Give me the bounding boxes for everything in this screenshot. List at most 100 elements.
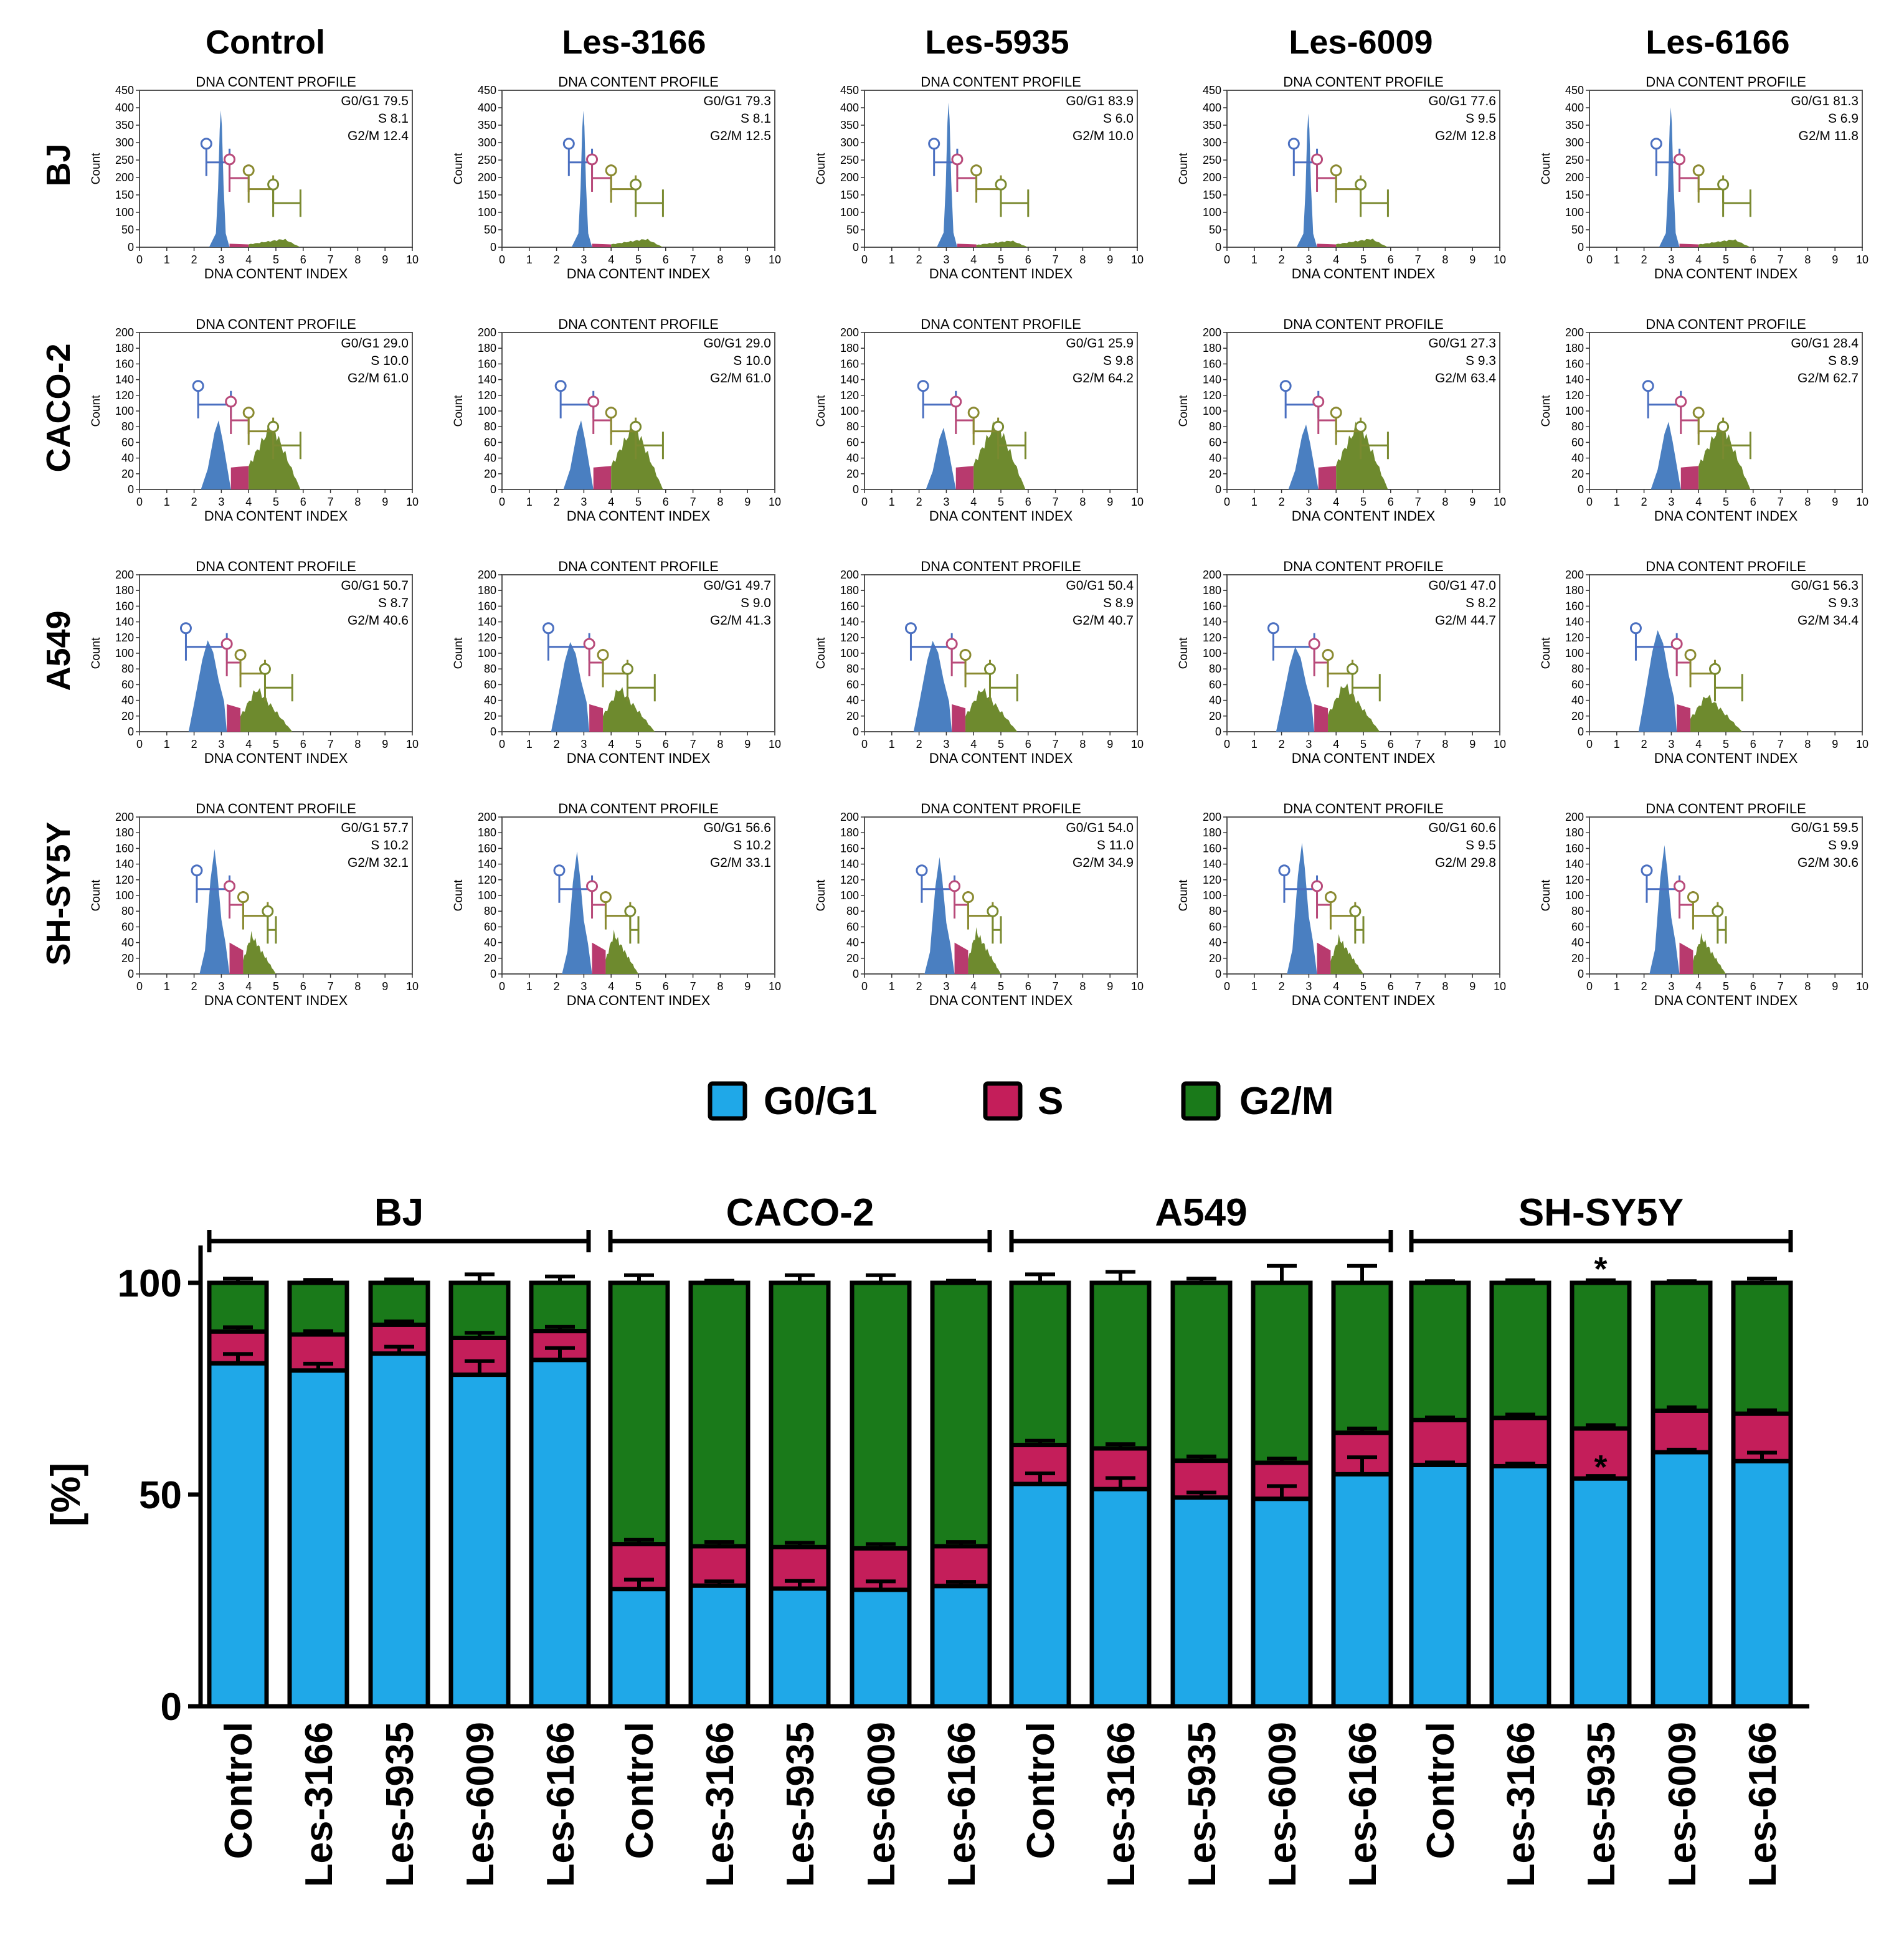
x-tick-label: 3 — [1305, 980, 1312, 993]
histogram-column-titles: Control Les-3166 Les-5935 Les-6009 Les-6… — [206, 24, 1790, 61]
bar-segment — [448, 1280, 511, 1340]
y-tick-label: 200 — [1565, 171, 1584, 184]
error-bar — [704, 1540, 734, 1546]
y-axis-label: Count — [452, 395, 465, 427]
x-tick-label: 4 — [245, 253, 252, 266]
error-bar — [303, 1278, 333, 1283]
column-title-les-6166: Les-6166 — [1646, 24, 1789, 61]
g2m-area — [973, 420, 1026, 489]
x-tick-label: 7 — [1778, 253, 1784, 266]
x-tick-label: 8 — [1804, 496, 1811, 508]
x-tick-label: 8 — [1804, 738, 1811, 750]
y-tick-label: 80 — [121, 663, 134, 675]
stat-s: S 11.0 — [1097, 838, 1134, 853]
panel-title: DNA CONTENT PROFILE — [196, 74, 356, 90]
x-tick-label: 0 — [1224, 253, 1230, 266]
error-bar — [1586, 1474, 1616, 1479]
y-axis-label: Count — [1540, 153, 1553, 184]
y-tick-label: 140 — [115, 374, 134, 386]
error-bar — [1667, 1447, 1697, 1452]
gate-marker — [267, 420, 301, 460]
bar-stack: Les-6166 — [529, 1274, 591, 1887]
x-tick-label: 0 — [1586, 738, 1593, 750]
x-tick-label: 6 — [300, 738, 306, 750]
panel-frame — [139, 574, 413, 732]
gate-marker — [1642, 380, 1682, 418]
gate-marker — [1355, 178, 1389, 217]
y-tick-label: 80 — [1209, 663, 1221, 675]
bar-segment — [1489, 1280, 1551, 1420]
panel-title: DNA CONTENT PROFILE — [921, 74, 1081, 90]
y-tick-label: 0 — [128, 241, 134, 253]
stat-s: S 9.8 — [1103, 354, 1134, 368]
y-axis-label: [%] — [42, 1463, 88, 1527]
y-tick-label: 20 — [121, 468, 134, 480]
y-tick-label: 140 — [1565, 374, 1584, 386]
y-tick-label: 200 — [478, 811, 496, 823]
x-tick-label: Les-3166 — [1500, 1722, 1543, 1887]
error-bar — [545, 1346, 575, 1360]
y-tick-label: 100 — [478, 889, 496, 902]
x-tick-label: Control — [1020, 1722, 1063, 1859]
histogram-panel: DNA CONTENT PROFILE020406080100120140160… — [452, 559, 781, 766]
panel-title: DNA CONTENT PROFILE — [1646, 801, 1806, 816]
y-axis-label: Count — [1540, 637, 1553, 669]
x-tick-label: 2 — [554, 253, 560, 266]
panel-title: DNA CONTENT PROFILE — [558, 801, 719, 816]
y-tick-label: 100 — [840, 206, 859, 219]
x-tick-label: 10 — [406, 980, 419, 993]
row-label-bj: BJ — [40, 143, 77, 186]
x-tick-label: 2 — [916, 253, 922, 266]
bar-segment — [930, 1280, 992, 1549]
histogram-panel: DNA CONTENT PROFILE020406080100120140160… — [452, 316, 781, 524]
y-tick-label: 60 — [846, 436, 859, 448]
x-tick-label: 7 — [328, 738, 334, 750]
y-tick-label: 0 — [161, 1686, 182, 1729]
x-tick-label: 9 — [1107, 980, 1113, 993]
bar-segment — [529, 1280, 591, 1334]
y-tick-label: 0 — [1215, 725, 1221, 738]
y-tick-label: 160 — [840, 357, 859, 370]
y-tick-label: 160 — [1203, 842, 1221, 854]
y-tick-label: 50 — [139, 1474, 182, 1517]
error-bar — [1586, 1423, 1616, 1429]
y-tick-label: 100 — [478, 206, 496, 219]
y-tick-label: 140 — [840, 616, 859, 628]
y-tick-label: 160 — [1565, 842, 1584, 854]
x-axis-label: DNA CONTENT INDEX — [567, 508, 711, 524]
x-tick-label: 1 — [1614, 738, 1620, 750]
x-tick-label: 5 — [998, 980, 1004, 993]
y-axis-label: Count — [90, 879, 103, 911]
x-tick-label: 2 — [191, 253, 197, 266]
group-bracket: CACO-2 — [608, 1191, 992, 1252]
bar-segment — [1089, 1280, 1152, 1451]
x-tick-label: 6 — [1750, 253, 1756, 266]
y-tick-label: 300 — [1565, 136, 1584, 149]
y-axis-label: Count — [815, 879, 828, 911]
x-axis-label: DNA CONTENT INDEX — [1654, 750, 1798, 766]
y-tick-label: 160 — [840, 600, 859, 612]
g2m-area — [611, 239, 663, 247]
gate-marker — [995, 178, 1030, 217]
bar-segment — [287, 1280, 349, 1337]
x-tick-label: 3 — [218, 738, 224, 750]
y-tick-label: 0 — [490, 968, 496, 980]
s-phase-area — [589, 704, 604, 732]
histogram-panel: DNA CONTENT PROFILE050100150200250300350… — [815, 74, 1144, 281]
panel-title: DNA CONTENT PROFILE — [1283, 559, 1444, 574]
x-tick-label: 10 — [1494, 980, 1506, 993]
bar-segment — [368, 1351, 430, 1709]
s-phase-area — [1317, 243, 1337, 247]
y-axis-label: Count — [1177, 395, 1190, 427]
y-tick-label: 350 — [1565, 119, 1584, 131]
panel-frame — [501, 90, 775, 248]
y-tick-label: 450 — [1203, 84, 1221, 97]
g2m-area — [965, 687, 1018, 732]
x-tick-label: 3 — [943, 253, 949, 266]
panel-title: DNA CONTENT PROFILE — [558, 316, 719, 332]
y-tick-label: 200 — [115, 326, 134, 339]
y-tick-label: 100 — [1565, 889, 1584, 902]
x-tick-label: 4 — [970, 496, 977, 508]
x-tick-label: 7 — [328, 253, 334, 266]
